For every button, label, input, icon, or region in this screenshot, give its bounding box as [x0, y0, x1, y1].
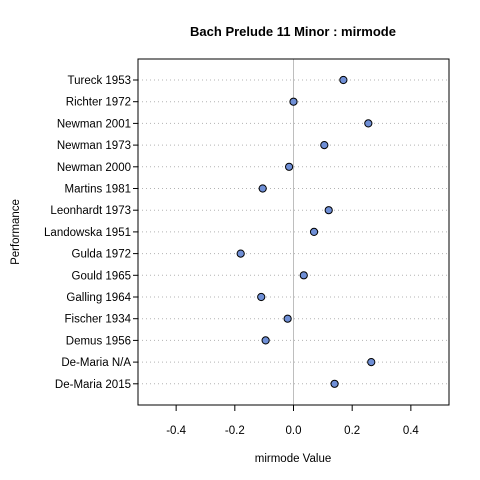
- data-point: [257, 292, 266, 302]
- category-label: Fischer 1934: [65, 314, 132, 326]
- data-point: [324, 206, 333, 215]
- category-label: Gulda 1972: [72, 249, 131, 261]
- x-tick-label: 0.2: [344, 425, 360, 437]
- x-axis-label: mirmode Value: [255, 453, 332, 465]
- data-point: [309, 227, 319, 236]
- category-label: Newman 2000: [57, 162, 131, 174]
- x-tick-label: 0.4: [403, 425, 420, 437]
- category-label: Newman 1973: [57, 140, 131, 152]
- x-tick-label: -0.2: [225, 425, 245, 437]
- category-label: Newman 2001: [57, 118, 131, 130]
- data-point: [258, 184, 267, 193]
- data-point: [330, 379, 339, 388]
- data-point: [299, 271, 308, 280]
- data-point: [364, 119, 373, 128]
- data-point: [261, 336, 270, 345]
- x-axis: -0.4 -0.2 0.0 0.2 0.4: [166, 405, 419, 437]
- data-point: [367, 358, 376, 367]
- category-label: Leonhardt 1973: [50, 205, 131, 217]
- category-label: Demus 1956: [66, 335, 131, 347]
- data-point: [236, 249, 245, 258]
- y-axis-label: Performance: [10, 199, 22, 265]
- category-label: Tureck 1953: [68, 75, 132, 87]
- data-point: [284, 162, 294, 171]
- data-point: [289, 97, 298, 106]
- category-label: Richter 1972: [66, 97, 131, 109]
- category-label: Landowska 1951: [44, 227, 131, 239]
- category-label: Gould 1965: [72, 270, 131, 282]
- data-points: [236, 75, 376, 388]
- x-tick-label: -0.4: [166, 425, 186, 437]
- data-point: [283, 314, 292, 323]
- category-label: Martins 1981: [65, 184, 131, 196]
- category-label: De-Maria 2015: [55, 379, 131, 391]
- y-axis-tick-labels: Tureck 1953 Richter 1972 Newman 2001 Newman…: [44, 75, 138, 391]
- x-tick-label: 0.0: [286, 425, 302, 437]
- data-point: [320, 141, 329, 150]
- category-label: De-Maria N/A: [61, 357, 131, 369]
- chart-title: Bach Prelude 11 Minor : mirmode: [190, 24, 396, 39]
- category-label: Galling 1964: [66, 292, 131, 304]
- data-point: [339, 75, 348, 85]
